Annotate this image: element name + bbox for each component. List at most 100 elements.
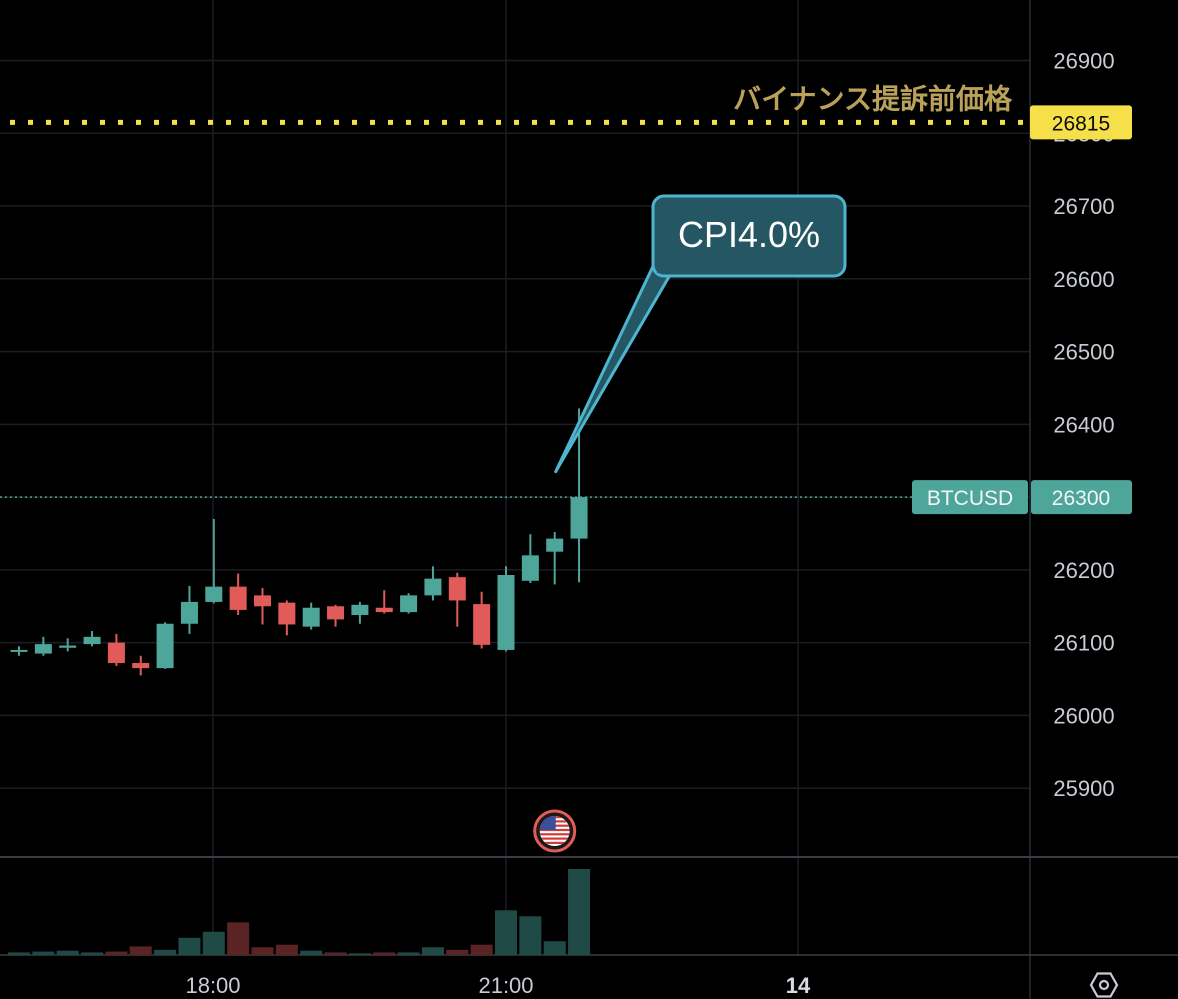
candle-body bbox=[546, 538, 564, 552]
candle-body bbox=[205, 586, 223, 602]
candle-body bbox=[448, 577, 466, 601]
y-tick-label: 26200 bbox=[1053, 558, 1114, 583]
candle bbox=[375, 590, 393, 614]
candle-body bbox=[473, 604, 491, 645]
volume-bar bbox=[8, 952, 30, 955]
axes: 2690026800267002660026500264002630026200… bbox=[185, 49, 1132, 998]
symbol-badge bbox=[912, 480, 1028, 515]
callout-pointer bbox=[554, 260, 672, 474]
candle bbox=[180, 585, 198, 634]
x-tick-label: 21:00 bbox=[478, 973, 533, 998]
x-tick-label: 18:00 bbox=[185, 973, 240, 998]
candle bbox=[59, 638, 77, 652]
candle-body bbox=[10, 649, 28, 652]
volume-bar bbox=[324, 952, 347, 955]
y-tick-label: 26000 bbox=[1053, 703, 1114, 728]
callout-joint bbox=[657, 255, 677, 273]
last-price-badge bbox=[1031, 480, 1132, 515]
volume-bar bbox=[129, 946, 152, 955]
volume-bar bbox=[421, 947, 444, 955]
candle bbox=[570, 408, 588, 583]
candle-body bbox=[327, 606, 345, 620]
candle-body bbox=[570, 497, 588, 539]
candle bbox=[302, 602, 320, 630]
candle-body bbox=[132, 663, 150, 669]
candle bbox=[424, 566, 442, 601]
callout-box bbox=[651, 194, 847, 278]
overlays: バイナンス提訴前価格 CPI4.0% bbox=[0, 82, 1030, 853]
volume-bar bbox=[300, 950, 323, 955]
volume-bar bbox=[154, 949, 177, 955]
flag-stripe bbox=[539, 837, 570, 840]
reference-line-label: バイナンス提訴前価格 bbox=[733, 82, 1013, 115]
candle bbox=[205, 518, 223, 604]
candle-body bbox=[497, 574, 515, 650]
candle bbox=[546, 532, 564, 585]
candle-body bbox=[83, 636, 101, 645]
candle-body bbox=[278, 602, 296, 625]
candle-body bbox=[424, 578, 442, 596]
y-tick-label: 25900 bbox=[1053, 776, 1114, 801]
flag-stripe bbox=[539, 833, 570, 836]
candle-body bbox=[156, 623, 174, 669]
volume-bar bbox=[446, 949, 469, 955]
candle-body bbox=[107, 642, 125, 664]
volume-bar bbox=[495, 910, 517, 955]
candle bbox=[83, 631, 101, 647]
settings-hexagon bbox=[1089, 972, 1119, 998]
volume-bar bbox=[251, 947, 274, 955]
volume-bar bbox=[32, 951, 55, 955]
candle-body bbox=[521, 555, 539, 581]
settings-center bbox=[1098, 979, 1110, 991]
volume-bar bbox=[56, 950, 79, 955]
candle bbox=[497, 566, 515, 652]
candle-body bbox=[254, 595, 271, 607]
candle-body bbox=[180, 601, 198, 624]
y-tick-label: 26500 bbox=[1053, 340, 1114, 365]
candle bbox=[351, 601, 369, 624]
last-price-text: 26300 bbox=[1052, 487, 1110, 510]
y-tick-label: 26100 bbox=[1053, 631, 1114, 656]
candle bbox=[448, 572, 466, 627]
volume-bar bbox=[568, 869, 591, 955]
reference-price-badge bbox=[1030, 105, 1132, 140]
x-tick-label: 14 bbox=[786, 973, 811, 998]
volume-bar bbox=[105, 951, 128, 955]
candle bbox=[278, 600, 296, 636]
reference-price-text: 26815 bbox=[1052, 112, 1110, 135]
volume-bar bbox=[519, 916, 542, 955]
candle-body bbox=[59, 645, 77, 648]
volume-bars bbox=[8, 869, 591, 955]
symbol-text: BTCUSD bbox=[927, 487, 1013, 510]
candle bbox=[156, 622, 174, 669]
candle bbox=[521, 534, 539, 583]
candle-body bbox=[302, 607, 320, 627]
volume-bar bbox=[178, 937, 201, 955]
candles bbox=[10, 408, 588, 676]
candle bbox=[473, 591, 491, 649]
candle bbox=[254, 588, 271, 625]
us-flag-icon bbox=[533, 809, 577, 853]
flag-stripe bbox=[539, 841, 570, 844]
callout-text: CPI4.0% bbox=[678, 214, 820, 255]
y-tick-label: 26700 bbox=[1053, 194, 1114, 219]
volume-bar bbox=[81, 952, 104, 955]
candle bbox=[229, 573, 247, 616]
candle bbox=[327, 604, 345, 627]
volume-bar bbox=[202, 931, 225, 955]
candle bbox=[107, 633, 125, 666]
candle bbox=[10, 646, 28, 656]
candle bbox=[400, 593, 418, 614]
volume-bar bbox=[227, 922, 250, 955]
volume-bar bbox=[543, 941, 566, 955]
volume-bar bbox=[470, 944, 493, 955]
candle-body bbox=[229, 586, 247, 610]
volume-bar bbox=[373, 952, 396, 955]
y-tick-label: 26900 bbox=[1053, 49, 1114, 74]
y-tick-label: 26600 bbox=[1053, 267, 1114, 292]
volume-bar bbox=[275, 944, 298, 955]
hexagon-settings-icon[interactable] bbox=[1089, 972, 1119, 998]
candle-body bbox=[375, 607, 393, 613]
candle-body bbox=[34, 644, 52, 654]
